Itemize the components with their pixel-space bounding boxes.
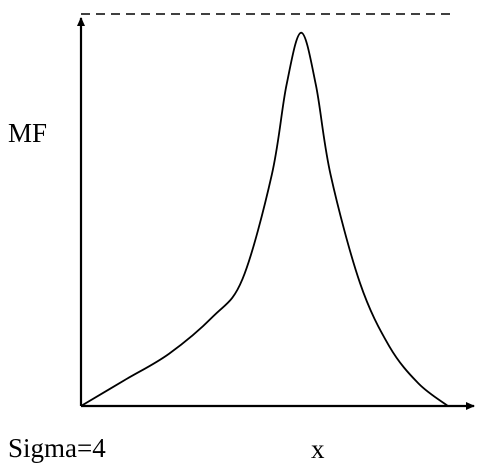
x-axis-label: x xyxy=(311,434,325,464)
y-axis-label: MF xyxy=(8,118,47,148)
sigma-annotation: Sigma=4 xyxy=(8,433,106,463)
membership-function-curve xyxy=(80,31,449,407)
